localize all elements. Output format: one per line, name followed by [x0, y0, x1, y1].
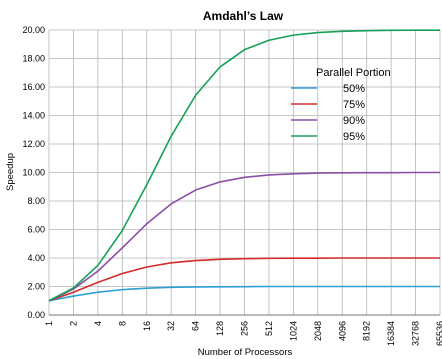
- x-tick-label: 128: [215, 321, 225, 336]
- chart-title: Amdahl’s Law: [203, 9, 284, 23]
- y-tick-label: 8.00: [27, 196, 45, 206]
- series-lines: [48, 29, 440, 302]
- y-tick-label: 20.00: [22, 25, 45, 35]
- y-tick-label: 18.00: [22, 54, 45, 64]
- y-tick-label: 10.00: [22, 168, 45, 178]
- x-tick-label: 8: [117, 321, 127, 326]
- series-line-75pct: [48, 257, 440, 302]
- legend-label-90pct: 90%: [343, 115, 365, 127]
- x-tick-label: 8192: [362, 321, 372, 341]
- y-tick-label: 4.00: [27, 253, 45, 263]
- legend-label-75pct: 75%: [343, 99, 365, 111]
- y-tick-labels: 0.00 2.00 4.00 6.00 8.00 10.00 12.00 14.00 16.00…: [22, 25, 45, 320]
- x-tick-label: 1: [44, 321, 54, 326]
- y-tick-label: 16.00: [22, 82, 45, 92]
- x-tick-label: 16: [142, 321, 152, 331]
- series-line-95pct: [48, 29, 440, 302]
- x-axis-label: Number of Processors: [198, 347, 293, 358]
- x-tick-label: 1024: [288, 321, 298, 341]
- x-tick-label: 2048: [313, 321, 323, 341]
- x-tick-label: 16384: [386, 321, 396, 346]
- x-tick-label: 256: [240, 321, 250, 336]
- x-tick-label: 4096: [337, 321, 347, 341]
- y-axis-label: Speedup: [5, 153, 16, 191]
- x-tick-label: 32768: [411, 321, 421, 346]
- x-tick-label: 2: [68, 321, 78, 326]
- x-tick-label: 512: [264, 321, 274, 336]
- y-tick-label: 14.00: [22, 111, 45, 121]
- y-tick-label: 6.00: [27, 225, 45, 235]
- x-tick-label: 32: [166, 321, 176, 331]
- x-tick-label: 64: [191, 321, 201, 331]
- x-tick-labels: 1 2 4 8 16 32 64 128 256 512 1024 2048 4096 8192 16384…: [44, 321, 442, 346]
- y-tick-label: 2.00: [27, 282, 45, 292]
- legend: Parallel Portion 50% 75% 90% 95%: [291, 67, 391, 143]
- y-tick-label: 12.00: [22, 139, 45, 149]
- legend-title: Parallel Portion: [316, 67, 391, 79]
- x-tick-label: 65536: [435, 321, 442, 346]
- series-line-50pct: [48, 285, 440, 302]
- legend-label-50pct: 50%: [343, 83, 365, 95]
- series-line-90pct: [48, 171, 440, 302]
- y-tick-label: 0.00: [27, 310, 45, 320]
- legend-label-95pct: 95%: [343, 131, 365, 143]
- x-tick-label: 4: [93, 321, 103, 326]
